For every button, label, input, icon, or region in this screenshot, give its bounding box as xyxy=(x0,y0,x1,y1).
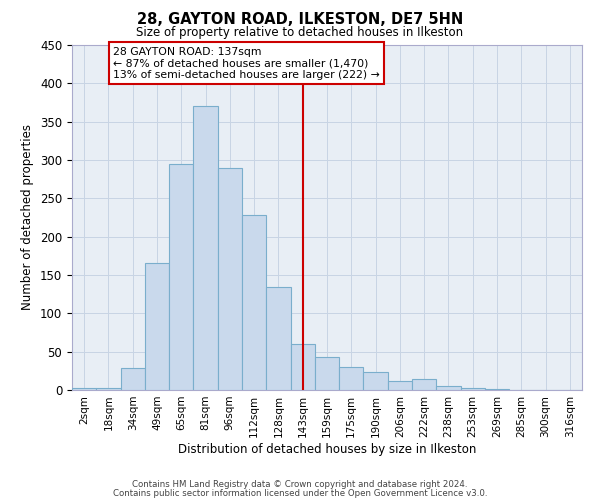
Bar xyxy=(266,286,290,390)
Bar xyxy=(364,372,388,390)
Bar xyxy=(145,262,169,390)
Bar xyxy=(461,388,485,390)
Text: Size of property relative to detached houses in Ilkeston: Size of property relative to detached ho… xyxy=(136,26,464,39)
Bar xyxy=(193,106,218,390)
Bar xyxy=(96,388,121,390)
Bar xyxy=(412,380,436,390)
Text: Contains HM Land Registry data © Crown copyright and database right 2024.: Contains HM Land Registry data © Crown c… xyxy=(132,480,468,489)
Text: 28 GAYTON ROAD: 137sqm
← 87% of detached houses are smaller (1,470)
13% of semi-: 28 GAYTON ROAD: 137sqm ← 87% of detached… xyxy=(113,46,380,80)
Bar xyxy=(388,381,412,390)
Bar xyxy=(436,386,461,390)
Bar xyxy=(339,367,364,390)
Text: 28, GAYTON ROAD, ILKESTON, DE7 5HN: 28, GAYTON ROAD, ILKESTON, DE7 5HN xyxy=(137,12,463,28)
Bar xyxy=(218,168,242,390)
Bar xyxy=(315,357,339,390)
Text: Contains public sector information licensed under the Open Government Licence v3: Contains public sector information licen… xyxy=(113,488,487,498)
Bar xyxy=(72,388,96,390)
Bar xyxy=(242,215,266,390)
Bar xyxy=(290,344,315,390)
X-axis label: Distribution of detached houses by size in Ilkeston: Distribution of detached houses by size … xyxy=(178,442,476,456)
Y-axis label: Number of detached properties: Number of detached properties xyxy=(22,124,34,310)
Bar xyxy=(485,389,509,390)
Bar xyxy=(169,164,193,390)
Bar xyxy=(121,368,145,390)
